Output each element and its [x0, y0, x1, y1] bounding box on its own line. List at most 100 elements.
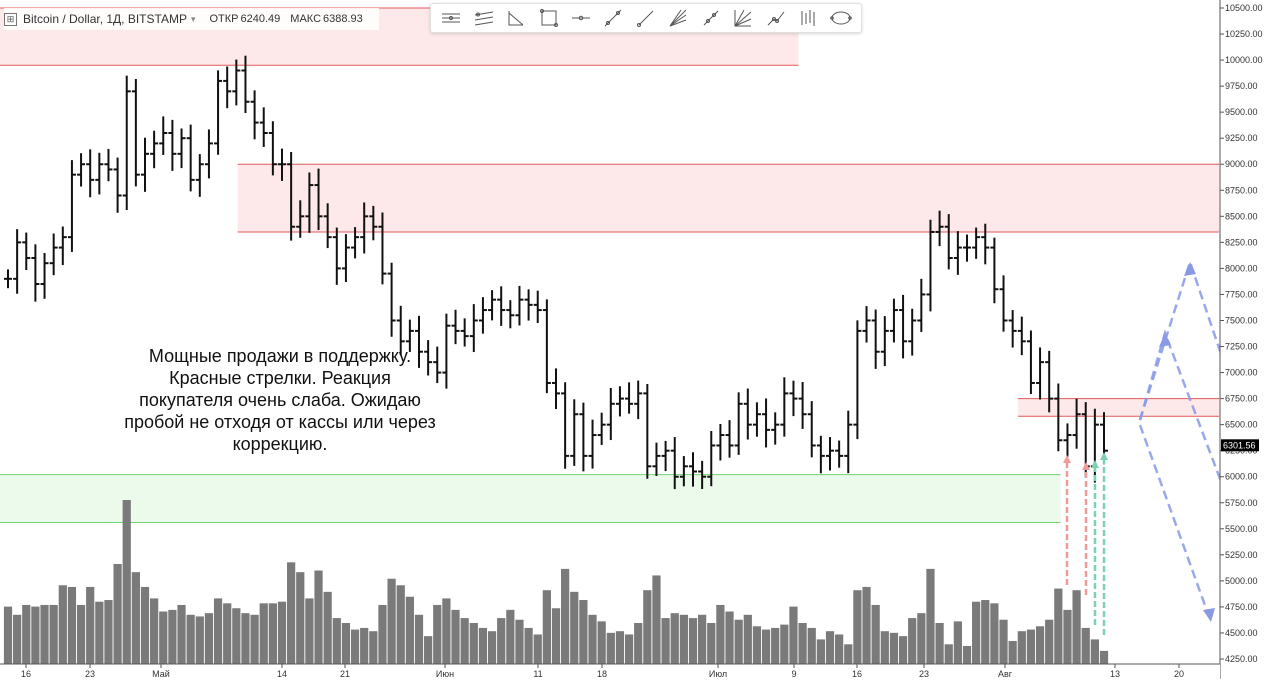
- trend-line-icon[interactable]: [600, 5, 626, 31]
- volume-bar: [195, 616, 204, 664]
- ohlc-bar: [22, 232, 31, 271]
- price-tick-label: 10500.00: [1225, 3, 1263, 13]
- drawing-toolbar: [430, 3, 862, 33]
- price-tick-label: 9500.00: [1225, 107, 1258, 117]
- ohlc-bar: [314, 168, 323, 231]
- ohlc-bar: [542, 299, 551, 394]
- ohlc-bar: [652, 442, 661, 476]
- ohlc-bar: [981, 223, 990, 265]
- volume-bar: [506, 609, 515, 664]
- angle-icon[interactable]: [503, 5, 529, 31]
- ohlc-bar: [67, 160, 76, 252]
- ohlc-bar: [259, 107, 268, 147]
- ohlc-bar: [241, 55, 250, 113]
- ohlc-bar: [1054, 383, 1063, 452]
- last-price-label: 6301.56: [1223, 440, 1256, 450]
- price-tick-label: 6500.00: [1225, 420, 1258, 430]
- ohlc-bar: [597, 412, 606, 445]
- volume-bar: [542, 590, 551, 664]
- ohlc-bar: [13, 229, 22, 294]
- chevron-down-icon[interactable]: ▾: [190, 13, 196, 24]
- price-tick-label: 6750.00: [1225, 394, 1258, 404]
- volume-bar: [268, 603, 277, 664]
- ohlc-bar: [625, 382, 634, 414]
- ohlc-bar: [31, 244, 40, 302]
- ray-icon[interactable]: [698, 5, 724, 31]
- volume-bar: [213, 598, 223, 664]
- ohlc-bar: [268, 121, 277, 176]
- ohlc-bar: [497, 286, 506, 326]
- volume-bar: [679, 614, 688, 664]
- volume-bar: [497, 618, 506, 664]
- ohlc-bar: [643, 384, 652, 479]
- ohlc-bar: [77, 153, 86, 187]
- fan-icon[interactable]: [665, 5, 691, 31]
- time-tick-label: Авг: [998, 669, 1013, 679]
- ohlc-bar: [570, 399, 579, 466]
- ohlc-bar: [122, 75, 131, 210]
- ohlc-bar: [944, 214, 953, 270]
- time-tick-label: 23: [919, 669, 929, 679]
- ohlc-bar: [223, 66, 232, 109]
- analyst-note[interactable]: Мощные продажи в поддержку. Красные стре…: [124, 346, 436, 454]
- curve-icon[interactable]: [763, 5, 789, 31]
- ohlc-bar: [689, 452, 697, 487]
- rectangle-icon[interactable]: [536, 5, 562, 31]
- ohlc-bar: [561, 382, 570, 469]
- time-axis-bg: [0, 664, 1220, 679]
- time-tick-label: 23: [85, 669, 95, 679]
- volume-bar: [597, 621, 606, 664]
- ohlc-bar: [278, 148, 286, 181]
- volume-bar: [661, 618, 670, 664]
- ohlc-bar: [195, 154, 204, 197]
- ohlc-bar: [789, 380, 798, 417]
- ohlc-bar: [606, 387, 615, 441]
- projection-down-path: [1138, 424, 1213, 623]
- volume-bar: [606, 632, 615, 664]
- ellipse-icon[interactable]: [828, 5, 854, 31]
- volume-bar: [232, 608, 241, 664]
- line-icon[interactable]: [633, 5, 659, 31]
- ohlc-bar: [433, 346, 442, 384]
- ohlc-bar: [752, 402, 761, 437]
- parallel-lines-icon[interactable]: [471, 5, 497, 31]
- ohlc-bar: [360, 202, 369, 254]
- volume-bar: [962, 645, 972, 664]
- time-tick-label: 13: [1110, 669, 1120, 679]
- volume-bar: [798, 623, 807, 664]
- bars-pattern-icon[interactable]: [795, 5, 821, 31]
- volume-bar: [478, 627, 488, 664]
- volume-bar: [981, 600, 990, 664]
- symbol-title[interactable]: Bitcoin / Dollar, 1Д, BITSTAMP: [23, 12, 187, 26]
- volume-bar: [323, 591, 332, 664]
- ohlc-bar: [871, 309, 880, 369]
- price-tick-label: 5500.00: [1225, 524, 1258, 534]
- volume-bar: [707, 623, 716, 664]
- volume-bar: [150, 598, 159, 664]
- volume-bar: [771, 627, 780, 664]
- volume-bar: [487, 631, 497, 664]
- volume-bar: [926, 568, 935, 664]
- time-tick-label: 21: [340, 669, 350, 679]
- volume-bar: [1090, 639, 1099, 664]
- horizontal-ray-icon[interactable]: [568, 5, 594, 31]
- volume-bar: [451, 609, 460, 664]
- ohlc-bar: [533, 290, 542, 323]
- volume-bar: [424, 636, 433, 664]
- volume-bar: [22, 604, 31, 664]
- ohlc-bar: [816, 435, 825, 474]
- collapse-legend-icon[interactable]: ⊞: [4, 12, 17, 26]
- volume-bar: [131, 572, 140, 664]
- price-tick-label: 4250.00: [1225, 654, 1258, 664]
- projection-head: [1159, 333, 1171, 347]
- volume-bar: [643, 590, 652, 664]
- volume-bar: [460, 618, 469, 664]
- ohlc-bar: [725, 420, 734, 458]
- volume-bar: [1008, 641, 1017, 664]
- gann-icon[interactable]: [730, 5, 756, 31]
- horizontal-lines-icon[interactable]: [438, 5, 464, 31]
- price-tick-label: 10250.00: [1225, 29, 1263, 39]
- time-tick-label: Май: [152, 669, 170, 679]
